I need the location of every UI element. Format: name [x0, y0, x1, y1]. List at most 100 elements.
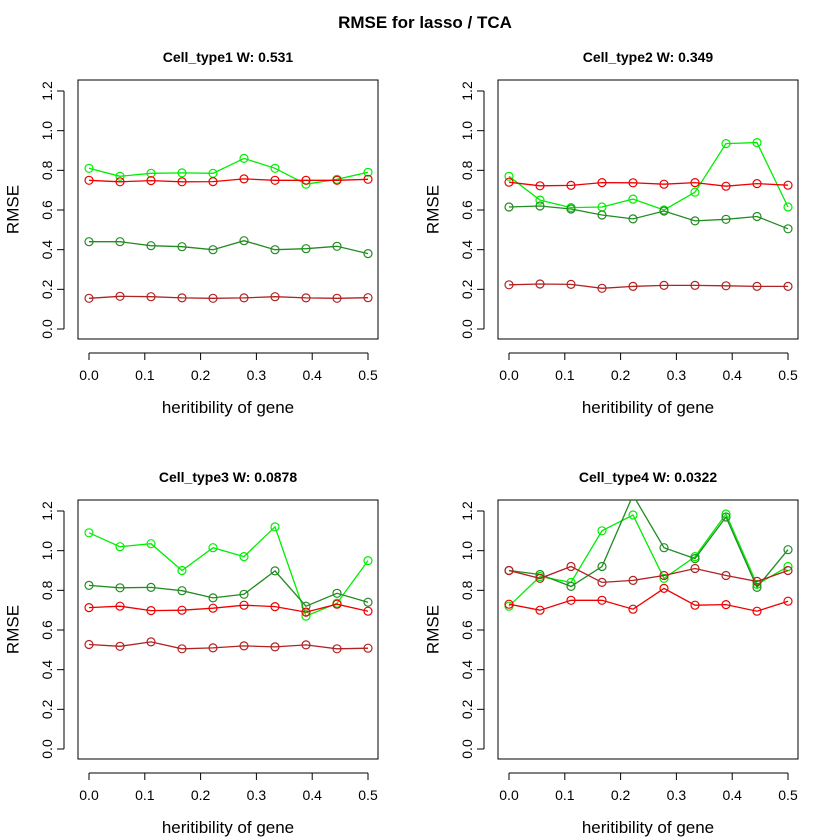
y-axis-label: RMSE [423, 185, 442, 234]
x-tick-label: 0.3 [247, 787, 267, 803]
data-point-light_green [84, 528, 94, 538]
series-group [504, 138, 793, 293]
y-tick-label: 0.2 [459, 699, 475, 719]
data-point-dark_green [146, 241, 156, 251]
data-point-light_green [239, 153, 249, 163]
data-point-red [690, 178, 700, 188]
panel-title: Cell_type4 W: 0.0322 [579, 469, 717, 485]
data-point-dark_red [783, 281, 793, 291]
data-point-dark_red [146, 292, 156, 302]
series-group [84, 153, 373, 303]
data-point-red [146, 176, 156, 186]
data-point-dark_red [566, 561, 576, 572]
data-point-dark_green [690, 553, 700, 564]
y-tick-label: 0.2 [39, 279, 55, 299]
data-point-dark_red [752, 576, 762, 587]
x-tick-label: 0.2 [611, 787, 631, 803]
data-point-dark_red [208, 643, 218, 653]
data-point-dark_red [504, 280, 514, 290]
x-tick-label: 0.0 [499, 787, 519, 803]
data-point-light_green [659, 573, 669, 584]
x-tick-label: 0.4 [302, 367, 322, 383]
data-point-dark_green [721, 214, 731, 224]
data-point-light_green [177, 565, 187, 576]
data-point-dark_green [659, 206, 669, 216]
data-point-dark_green [783, 224, 793, 234]
series-line-light_green [88, 157, 369, 185]
series-line-red [88, 603, 369, 613]
data-point-dark_green [566, 581, 576, 592]
data-point-dark_green [146, 582, 156, 593]
data-point-red [566, 595, 576, 605]
data-point-light_green [504, 171, 514, 181]
series-line-light_green [88, 525, 369, 617]
data-point-dark_green [332, 241, 342, 251]
x-tick-label: 0.5 [358, 367, 378, 383]
panel-title: Cell_type3 W: 0.0878 [159, 469, 297, 485]
y-tick-label: 0.2 [459, 279, 475, 299]
data-point-dark_green [783, 545, 793, 555]
data-point-red [115, 177, 125, 187]
data-point-red [363, 174, 373, 184]
data-point-dark_red [301, 640, 311, 650]
series-group [84, 522, 373, 654]
data-point-red [659, 583, 669, 594]
x-axis-label: heritibility of gene [162, 398, 294, 417]
data-point-light_green [146, 168, 156, 178]
y-tick-label: 0.0 [39, 319, 55, 339]
data-point-red [301, 607, 311, 617]
data-point-dark_green [115, 583, 125, 593]
y-tick-label: 0.8 [39, 580, 55, 600]
data-point-red [504, 599, 514, 609]
x-tick-label: 0.5 [358, 787, 378, 803]
y-tick-label: 1.2 [459, 81, 475, 101]
data-point-dark_green [301, 244, 311, 254]
data-point-red [177, 605, 187, 615]
data-point-red [84, 602, 94, 613]
chart-panel-4: Cell_type4 W: 0.0322 0.0 0.2 0.4 0.6 0.8 1.0 1.… [423, 469, 799, 837]
data-point-red [208, 177, 218, 187]
data-point-dark_red [115, 291, 125, 301]
data-point-dark_green [208, 245, 218, 255]
data-point-red [84, 175, 94, 185]
data-point-red [597, 178, 607, 188]
series-line-dark_red [88, 641, 369, 650]
data-point-dark_green [177, 586, 187, 596]
data-point-red [239, 600, 249, 610]
data-point-dark_red [270, 292, 280, 302]
data-point-light_green [363, 167, 373, 177]
y-tick-label: 1.0 [459, 121, 475, 141]
plot-frame [77, 79, 379, 340]
data-point-dark_red [177, 644, 187, 654]
data-point-dark_green [659, 543, 669, 553]
series-line-red [88, 178, 369, 183]
y-tick-label: 0.4 [459, 240, 475, 260]
data-point-dark_red [690, 280, 700, 290]
y-tick-label: 0.8 [459, 580, 475, 600]
y-tick-label: 1.0 [39, 121, 55, 141]
series-line-dark_red [508, 565, 789, 584]
y-tick-label: 0.8 [39, 160, 55, 180]
data-point-red [332, 175, 342, 185]
data-point-dark_red [504, 565, 514, 576]
data-point-light_green [115, 542, 125, 552]
data-point-red [177, 177, 187, 187]
data-point-red [690, 600, 700, 610]
data-point-dark_green [332, 588, 342, 598]
data-point-light_green [115, 171, 125, 181]
data-point-red [146, 605, 156, 616]
y-tick-label: 0.8 [459, 160, 475, 180]
y-tick-label: 1.2 [459, 501, 475, 521]
data-point-red [783, 180, 793, 190]
data-point-dark_red [628, 281, 638, 291]
y-tick-label: 1.0 [459, 541, 475, 561]
data-point-light_green [363, 555, 373, 566]
data-point-red [239, 174, 249, 184]
data-point-dark_green [597, 210, 607, 220]
x-tick-label: 0.2 [191, 787, 211, 803]
figure-title: RMSE for lasso / TCA [338, 13, 512, 32]
plot-frame [497, 499, 799, 760]
data-point-dark_red [783, 565, 793, 576]
data-point-light_green [84, 163, 94, 173]
data-point-dark_red [597, 283, 607, 293]
